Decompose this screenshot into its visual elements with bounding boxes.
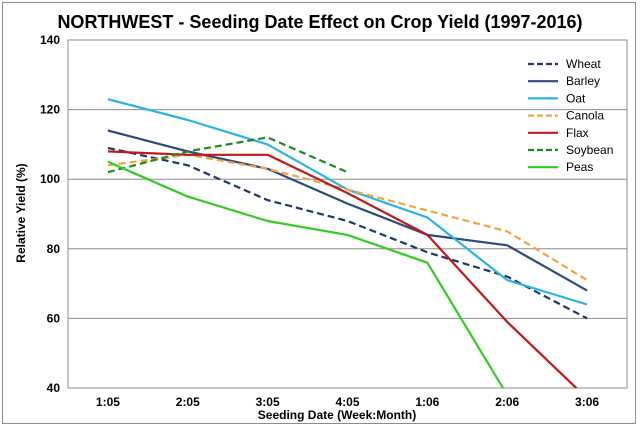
series-line-canola	[107, 153, 588, 282]
series-line-oat	[107, 98, 588, 306]
legend-label-barley: Barley	[566, 74, 600, 88]
legend-label-canola: Canola	[566, 109, 604, 123]
x-axis-ticks: 1:05 2:05 3:05 4:05 1:06 2:06 3:06	[96, 395, 599, 409]
y-tick-label: 40	[47, 381, 61, 395]
series-line-flax	[107, 150, 578, 388]
x-tick-label: 1:05	[96, 395, 120, 409]
x-tick-label: 3:05	[256, 395, 280, 409]
x-tick-label: 2:06	[495, 395, 519, 409]
chart-canvas: NORTHWEST - Seeding Date Effect on Crop …	[14, 12, 628, 422]
legend-label-peas: Peas	[566, 160, 593, 174]
x-tick-label: 4:05	[335, 395, 359, 409]
series-line-soybean	[107, 136, 348, 174]
y-tick-label: 120	[40, 103, 60, 117]
gridlines	[68, 39, 627, 389]
legend-label-wheat: Wheat	[566, 57, 601, 71]
y-axis-ticks: 40 60 80 100 120 140	[40, 33, 60, 395]
legend-label-oat: Oat	[566, 91, 586, 105]
x-tick-label: 3:06	[575, 395, 599, 409]
plot-area	[67, 39, 628, 389]
x-axis-label: Seeding Date (Week:Month)	[258, 408, 416, 422]
y-tick-label: 140	[40, 33, 60, 47]
x-tick-label: 1:06	[415, 395, 439, 409]
series-line-wheat	[107, 146, 588, 320]
series-lines	[107, 98, 588, 388]
legend: Wheat Barley Oat Canola Flax Soybean Peas	[528, 57, 613, 174]
x-tick-label: 2:05	[176, 395, 200, 409]
y-tick-label: 100	[40, 172, 60, 186]
y-axis-label: Relative Yield (%)	[14, 163, 28, 262]
y-tick-label: 80	[47, 242, 61, 256]
y-tick-label: 60	[47, 311, 61, 325]
series-line-peas	[107, 160, 505, 388]
legend-label-soybean: Soybean	[566, 143, 613, 157]
chart-frame: NORTHWEST - Seeding Date Effect on Crop …	[2, 2, 636, 424]
chart-title: NORTHWEST - Seeding Date Effect on Crop …	[57, 12, 582, 32]
legend-label-flax: Flax	[566, 126, 589, 140]
